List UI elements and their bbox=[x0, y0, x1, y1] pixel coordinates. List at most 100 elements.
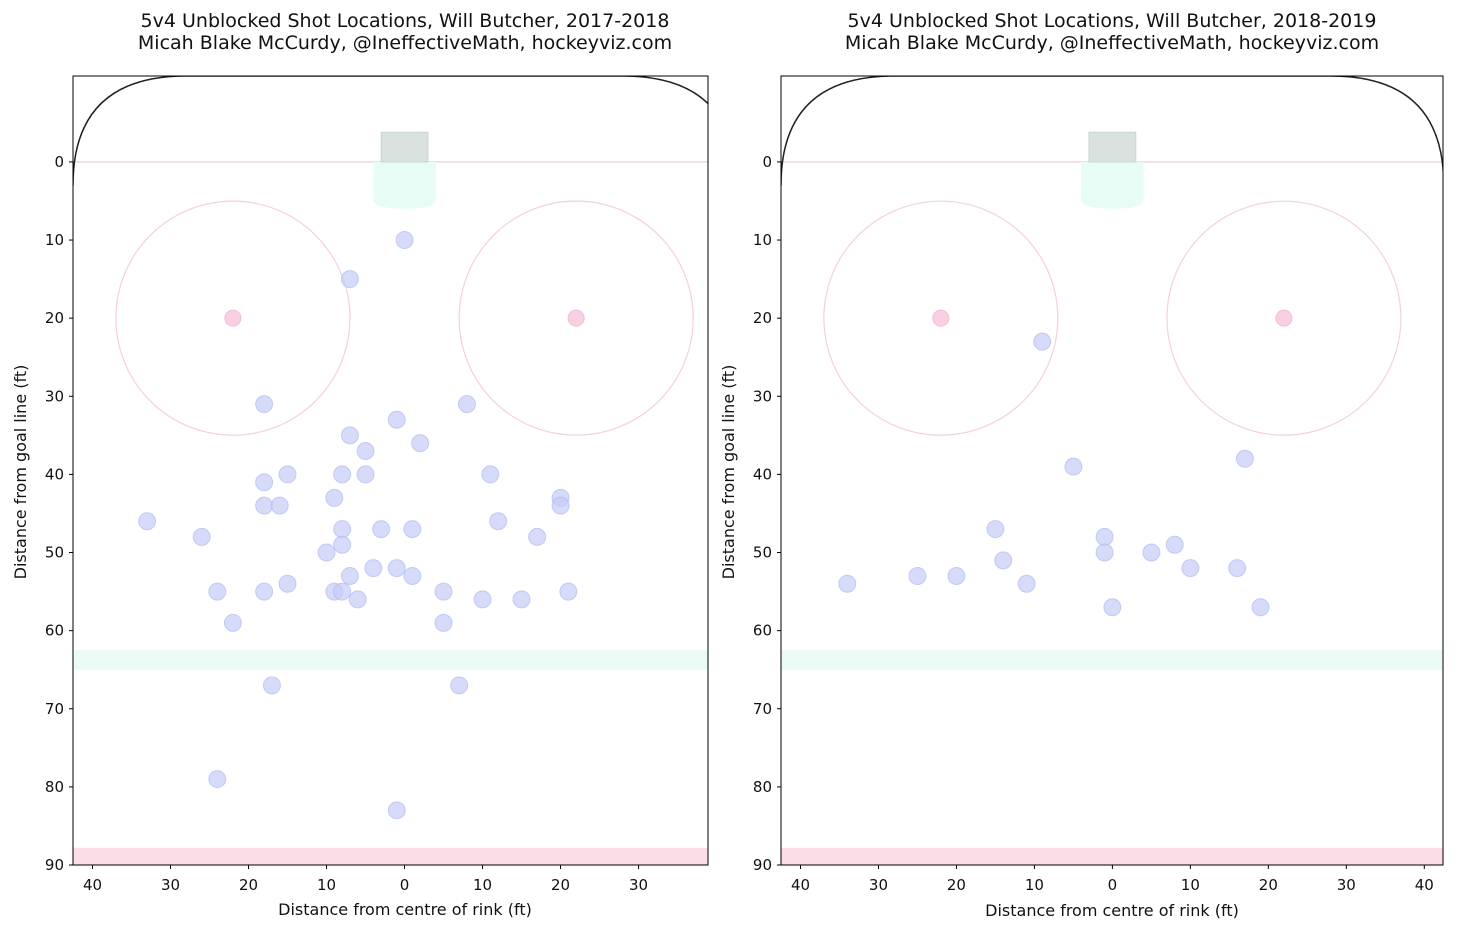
shot-point bbox=[340, 566, 359, 585]
shot-point bbox=[262, 676, 281, 695]
shot-point bbox=[348, 590, 367, 609]
y-tick-label: 90 bbox=[753, 856, 772, 874]
shot-point bbox=[450, 676, 469, 695]
goal-net bbox=[380, 131, 429, 163]
centre-band bbox=[781, 847, 1443, 865]
blue-line bbox=[73, 650, 708, 670]
shot-point bbox=[278, 465, 297, 484]
shot-point bbox=[333, 535, 352, 554]
chart-title: 5v4 Unblocked Shot Locations, Will Butch… bbox=[848, 10, 1377, 32]
x-tick-label: 10 bbox=[317, 876, 336, 894]
shot-point bbox=[340, 426, 359, 445]
shot-point bbox=[473, 590, 492, 609]
x-tick-label: 20 bbox=[1259, 876, 1278, 894]
y-tick-label: 50 bbox=[753, 544, 772, 562]
shot-point bbox=[1095, 543, 1114, 562]
shot-point bbox=[255, 582, 274, 601]
y-tick-label: 60 bbox=[753, 622, 772, 640]
rink bbox=[73, 76, 708, 865]
x-tick-label: 0 bbox=[1108, 876, 1118, 894]
x-tick-label: 40 bbox=[791, 876, 810, 894]
shot-point bbox=[411, 434, 430, 453]
y-tick-label: 20 bbox=[753, 309, 772, 327]
shot-point bbox=[1251, 598, 1270, 617]
shot-point bbox=[333, 520, 352, 539]
shot-point bbox=[255, 395, 274, 414]
shot-point bbox=[1064, 457, 1083, 476]
faceoff-circle bbox=[1166, 200, 1402, 436]
shot-point bbox=[908, 566, 927, 585]
shot-point bbox=[481, 465, 500, 484]
faceoff-dot bbox=[1275, 309, 1293, 327]
shot-point bbox=[223, 613, 242, 632]
goal-crease bbox=[373, 161, 436, 209]
boards bbox=[73, 76, 708, 186]
shot-point bbox=[387, 801, 406, 820]
x-tick-label: 10 bbox=[1181, 876, 1200, 894]
faceoff-dot bbox=[567, 309, 585, 327]
chart-subtitle: Micah Blake McCurdy, @IneffectiveMath, h… bbox=[845, 32, 1379, 54]
shot-point bbox=[528, 527, 547, 546]
goal-crease bbox=[1081, 161, 1144, 209]
shot-point bbox=[457, 395, 476, 414]
goal-net bbox=[1088, 131, 1137, 163]
y-tick-label: 10 bbox=[45, 231, 64, 249]
faceoff-circle bbox=[458, 200, 694, 436]
shot-point bbox=[387, 410, 406, 429]
shot-point bbox=[434, 613, 453, 632]
shot-point bbox=[278, 574, 297, 593]
shot-point bbox=[1142, 543, 1161, 562]
shot-point bbox=[1095, 527, 1114, 546]
shot-point bbox=[340, 270, 359, 289]
panel-2018-2019: 5v4 Unblocked Shot Locations, Will Butch… bbox=[719, 10, 1444, 920]
shot-point bbox=[559, 582, 578, 601]
axes-frame bbox=[72, 75, 709, 866]
shot-point bbox=[1181, 559, 1200, 578]
y-tick-label: 80 bbox=[753, 778, 772, 796]
x-tick-label: 20 bbox=[947, 876, 966, 894]
shot-point bbox=[403, 520, 422, 539]
y-axis-label: Distance from goal line (ft) bbox=[719, 365, 738, 580]
y-tick-label: 0 bbox=[54, 153, 64, 171]
y-axis-label: Distance from goal line (ft) bbox=[11, 365, 30, 580]
y-tick-label: 70 bbox=[753, 700, 772, 718]
y-tick-label: 70 bbox=[45, 700, 64, 718]
plot-area: 40 30 20 10 0 10 20 30 40 0 10 20 30 40 50 60 70 80 90 bbox=[753, 75, 1444, 894]
shot-point bbox=[364, 559, 383, 578]
shot-point bbox=[372, 520, 391, 539]
faceoff-circle bbox=[823, 200, 1059, 436]
shot-point bbox=[208, 770, 227, 789]
shot-point bbox=[986, 520, 1005, 539]
y-tick-label: 10 bbox=[753, 231, 772, 249]
x-tick-label: 40 bbox=[83, 876, 102, 894]
x-tick-label: 10 bbox=[1025, 876, 1044, 894]
panel-2017-2018: 5v4 Unblocked Shot Locations, Will Butch… bbox=[11, 10, 709, 919]
y-tick-label: 30 bbox=[753, 387, 772, 405]
y-tick-label: 40 bbox=[753, 465, 772, 483]
x-tick-label: 0 bbox=[400, 876, 410, 894]
x-tick-label: 30 bbox=[629, 876, 648, 894]
shot-point bbox=[317, 543, 336, 562]
shot-point bbox=[395, 231, 414, 250]
shot-point bbox=[1235, 449, 1254, 468]
shot-point bbox=[551, 496, 570, 515]
shot-point bbox=[208, 582, 227, 601]
y-tick-label: 0 bbox=[762, 153, 772, 171]
y-tick-label: 40 bbox=[45, 465, 64, 483]
shot-point bbox=[270, 496, 289, 515]
shot-point bbox=[356, 465, 375, 484]
faceoff-dot bbox=[932, 309, 950, 327]
shot-point bbox=[255, 496, 274, 515]
y-tick-label: 90 bbox=[45, 856, 64, 874]
shot-point bbox=[1228, 559, 1247, 578]
shot-point bbox=[994, 551, 1013, 570]
shot-point bbox=[356, 441, 375, 460]
plot-area: 40 30 20 10 0 10 20 30 0 10 20 30 40 50 60 70 80 90 bbox=[45, 75, 709, 894]
shot-point bbox=[333, 465, 352, 484]
y-tick-label: 20 bbox=[45, 309, 64, 327]
shot-point bbox=[489, 512, 508, 531]
y-tick-label: 30 bbox=[45, 387, 64, 405]
shot-point bbox=[255, 473, 274, 492]
shot-point bbox=[403, 566, 422, 585]
